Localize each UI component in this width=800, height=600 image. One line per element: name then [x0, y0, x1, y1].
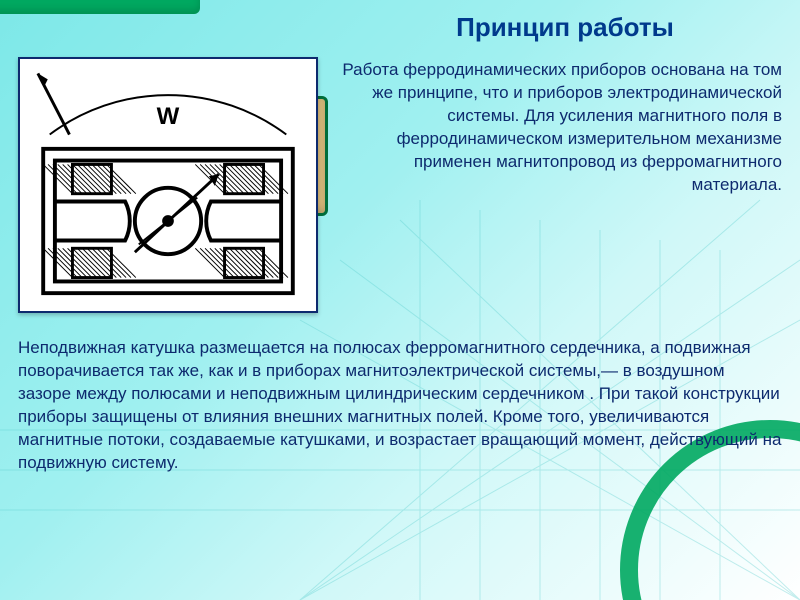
instrument-diagram: W — [18, 57, 318, 313]
scale-letter: W — [157, 103, 180, 131]
paragraph-2: Неподвижная катушка размещается на полюс… — [18, 337, 782, 475]
mechanism-schematic — [36, 143, 300, 299]
slide-content: Принцип работы W — [0, 0, 800, 600]
slide-title: Принцип работы — [348, 12, 782, 43]
paragraph-1: Работа ферродинамических приборов основа… — [332, 57, 782, 313]
